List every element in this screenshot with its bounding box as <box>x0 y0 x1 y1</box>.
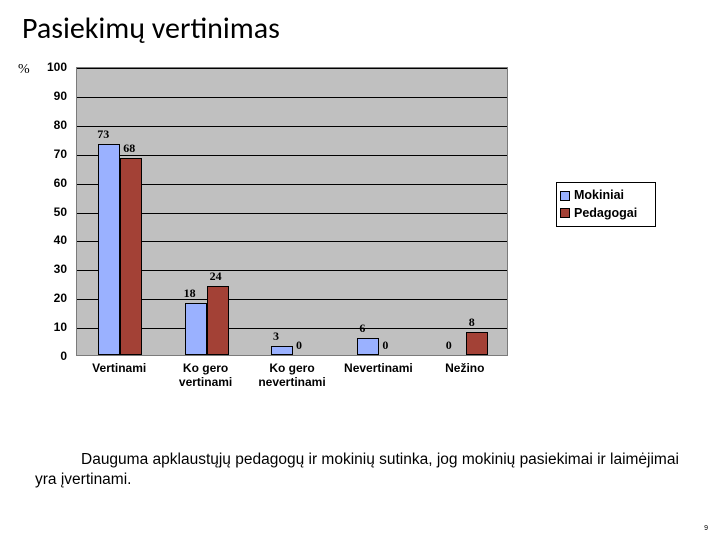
summary-caption: Dauguma apklaustųjų pedagogų ir mokinių … <box>35 450 685 490</box>
bar-value-label: 8 <box>469 315 475 330</box>
y-axis-labels: 0102030405060708090100 <box>18 67 70 356</box>
x-tick-label: Ko geronevertinami <box>249 362 335 390</box>
slide-title: Pasiekimų vertinimas <box>0 0 720 47</box>
y-tick-label: 60 <box>54 176 67 190</box>
legend-label: Mokiniai <box>574 187 624 205</box>
bar-mokiniai <box>357 338 379 355</box>
x-tick-label: Vertinami <box>76 362 162 376</box>
bar-value-label: 3 <box>273 329 279 344</box>
gridline <box>77 97 507 98</box>
bar-value-label: 0 <box>446 338 452 353</box>
y-tick-label: 100 <box>47 60 67 74</box>
gridline <box>77 126 507 127</box>
y-tick-label: 20 <box>54 291 67 305</box>
bar-group <box>271 346 315 355</box>
y-tick-label: 50 <box>54 205 67 219</box>
bar-value-label: 24 <box>210 269 222 284</box>
bar-mokiniai <box>185 303 207 355</box>
legend-label: Pedagogai <box>574 205 637 223</box>
bar-mokiniai <box>271 346 293 355</box>
bar-value-label: 18 <box>184 286 196 301</box>
bar-value-label: 0 <box>296 338 302 353</box>
legend: MokiniaiPedagogai <box>556 182 656 227</box>
bar-group <box>357 338 401 355</box>
bar-value-label: 68 <box>123 141 135 156</box>
page-number: 9 <box>704 525 708 532</box>
y-tick-label: 30 <box>54 262 67 276</box>
y-tick-label: 80 <box>54 118 67 132</box>
legend-item: Mokiniai <box>560 187 652 205</box>
bar-chart: % 0102030405060708090100 73681824306008 … <box>18 62 548 422</box>
bar-pedagogai <box>207 286 229 355</box>
legend-swatch <box>560 191 570 201</box>
legend-item: Pedagogai <box>560 205 652 223</box>
bar-pedagogai <box>120 158 142 355</box>
x-tick-label: Nevertinami <box>335 362 421 376</box>
plot-area: 73681824306008 <box>76 67 508 356</box>
x-tick-label: Nežino <box>422 362 508 376</box>
x-tick-label: Ko gerovertinami <box>162 362 248 390</box>
y-tick-label: 90 <box>54 89 67 103</box>
y-tick-label: 0 <box>60 349 67 363</box>
bar-value-label: 6 <box>359 321 365 336</box>
bar-value-label: 73 <box>97 127 109 142</box>
bar-group <box>98 144 142 355</box>
bar-mokiniai <box>98 144 120 355</box>
y-tick-label: 70 <box>54 147 67 161</box>
y-tick-label: 40 <box>54 233 67 247</box>
gridline <box>77 68 507 69</box>
bar-value-label: 0 <box>382 338 388 353</box>
y-tick-label: 10 <box>54 320 67 334</box>
legend-swatch <box>560 208 570 218</box>
bar-pedagogai <box>466 332 488 355</box>
